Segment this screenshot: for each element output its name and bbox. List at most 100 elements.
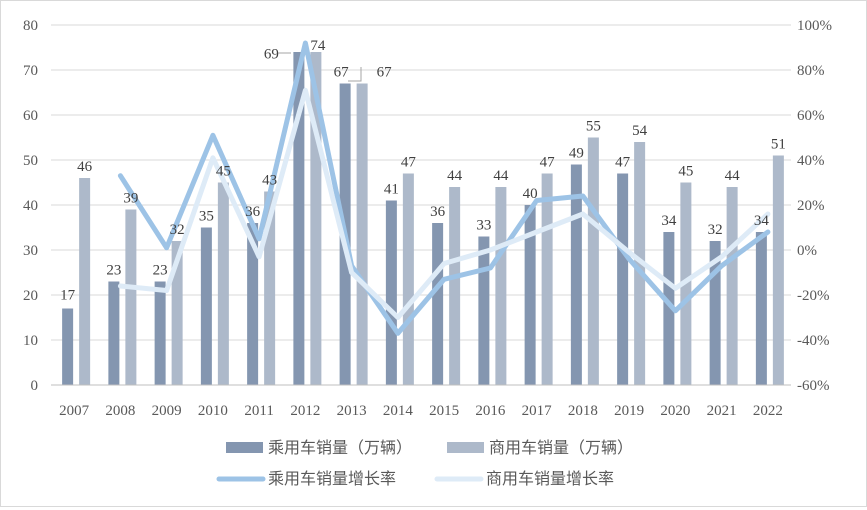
y-left-tick-label: 70 — [23, 63, 38, 79]
x-tick-label: 2010 — [198, 403, 228, 419]
bar-passenger — [154, 281, 166, 385]
y-left-tick-label: 60 — [23, 108, 38, 124]
data-label-passenger: 17 — [60, 288, 76, 304]
data-label-commercial: 44 — [447, 168, 463, 184]
data-label-commercial: 47 — [401, 155, 417, 171]
bar-passenger — [432, 223, 444, 385]
y-right-tick-label: 20% — [797, 198, 825, 214]
data-label-commercial: 43 — [262, 173, 277, 189]
legend-label: 乘用车销量增长率 — [268, 470, 396, 488]
x-tick-label: 2018 — [568, 403, 598, 419]
data-label-passenger: 34 — [661, 213, 677, 229]
data-label-commercial: 44 — [725, 168, 741, 184]
data-label-commercial: 47 — [540, 155, 556, 171]
bar-commercial — [171, 241, 183, 385]
y-left-tick-label: 20 — [23, 288, 38, 304]
data-label-passenger: 35 — [199, 209, 214, 225]
x-tick-label: 2008 — [105, 403, 135, 419]
bar-passenger — [108, 281, 120, 385]
data-label-passenger: 32 — [708, 222, 723, 238]
data-label-commercial: 67 — [377, 65, 393, 81]
legend-label: 商用车销量（万辆） — [489, 439, 633, 457]
x-tick-label: 2012 — [290, 403, 320, 419]
bar-passenger — [755, 232, 767, 385]
x-tick-label: 2013 — [337, 403, 367, 419]
data-label-commercial: 74 — [310, 38, 326, 54]
data-label-commercial: 54 — [632, 123, 648, 139]
lines — [117, 40, 771, 336]
bar-passenger — [663, 232, 675, 385]
x-tick-label: 2022 — [753, 403, 783, 419]
data-label-commercial: 39 — [123, 191, 138, 207]
legend-label: 商用车销量增长率 — [486, 470, 614, 488]
bar-passenger — [62, 308, 74, 385]
axes: 0 10 20 30 40 50 60 70 80 -60% -40% -20% 0% 20% 40% 60%… — [23, 18, 832, 419]
y-left-tick-label: 80 — [23, 18, 38, 34]
legend-swatch — [226, 442, 263, 453]
bar-commercial — [125, 209, 137, 385]
bar-commercial — [79, 178, 91, 385]
bar-passenger — [709, 241, 721, 385]
bar-passenger — [247, 223, 259, 385]
x-tick-label: 2009 — [152, 403, 182, 419]
y-right-tick-label: 0% — [797, 243, 817, 259]
bar-commercial — [449, 187, 461, 385]
data-label-commercial: 44 — [493, 168, 509, 184]
data-labels: 17 23 23 35 36 69 67 41 36 33 40 49 47 34 32 34 46 39 32 45… — [60, 38, 786, 304]
x-tick-label: 2017 — [522, 403, 553, 419]
bar-passenger — [478, 236, 490, 385]
legend: 乘用车销量（万辆） 商用车销量（万辆） 乘用车销量增长率 商用车销量增长率 — [216, 439, 633, 488]
data-label-passenger: 23 — [153, 263, 168, 279]
bar-commercial — [264, 191, 276, 385]
x-tick-label: 2020 — [660, 403, 690, 419]
data-label-passenger: 49 — [569, 146, 584, 162]
bar-passenger — [200, 227, 212, 385]
x-tick-label: 2011 — [244, 403, 273, 419]
legend-swatch — [447, 442, 484, 453]
bar-commercial — [495, 187, 507, 385]
line-passenger-growth — [117, 40, 771, 336]
legend-label: 乘用车销量（万辆） — [268, 439, 412, 457]
data-label-commercial: 45 — [216, 164, 231, 180]
x-tick-label: 2019 — [614, 403, 644, 419]
x-tick-label: 2021 — [707, 403, 737, 419]
bar-passenger — [617, 173, 629, 385]
leader-line — [348, 67, 362, 82]
bar-commercial — [310, 52, 322, 385]
bar-passenger — [570, 164, 582, 385]
data-label-passenger: 34 — [754, 213, 770, 229]
bar-passenger — [385, 200, 397, 385]
data-label-commercial: 46 — [77, 159, 93, 175]
y-left-tick-label: 50 — [23, 153, 38, 169]
data-label-passenger: 23 — [106, 263, 121, 279]
data-label-commercial: 32 — [170, 222, 185, 238]
y-right-tick-label: 40% — [797, 153, 825, 169]
data-label-passenger: 67 — [334, 65, 350, 81]
y-left-tick-label: 30 — [23, 243, 38, 259]
x-tick-label: 2016 — [475, 403, 506, 419]
x-tick-label: 2014 — [383, 403, 414, 419]
bar-passenger — [293, 52, 305, 385]
data-label-commercial: 51 — [771, 137, 786, 153]
bar-commercial — [726, 187, 738, 385]
bar-commercial — [217, 182, 229, 385]
bar-commercial — [541, 173, 553, 385]
data-label-passenger: 33 — [476, 218, 491, 234]
bar-commercial — [587, 137, 599, 385]
y-left-tick-label: 10 — [23, 333, 38, 349]
data-label-passenger: 36 — [430, 204, 446, 220]
y-left-tick-label: 40 — [23, 198, 38, 214]
y-right-tick-label: 100% — [797, 18, 832, 34]
line-commercial-growth — [117, 87, 771, 320]
y-right-tick-label: -40% — [797, 333, 830, 349]
y-right-tick-label: -20% — [797, 288, 830, 304]
bar-commercial — [772, 155, 784, 385]
bar-commercial — [356, 83, 368, 385]
data-label-commercial: 55 — [586, 119, 601, 135]
y-left-tick-label: 0 — [31, 378, 39, 394]
data-label-passenger: 47 — [615, 155, 631, 171]
data-label-passenger: 41 — [384, 182, 399, 198]
bar-passenger — [524, 205, 536, 385]
